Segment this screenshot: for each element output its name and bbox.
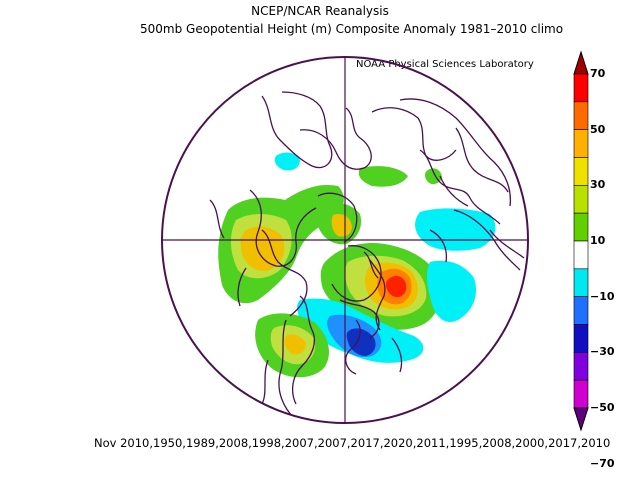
chart-subtitle: 500mb Geopotential Height (m) Composite … bbox=[140, 22, 564, 36]
colorbar-top-arrow bbox=[573, 50, 589, 75]
colorbar-tick-label: −70 bbox=[590, 456, 615, 470]
anomaly-field bbox=[209, 91, 525, 419]
colorbar-swatch bbox=[573, 212, 589, 242]
colorbar-swatch bbox=[573, 157, 589, 186]
colorbar-swatch bbox=[573, 268, 589, 297]
colorbar-tick-label: −30 bbox=[590, 345, 615, 359]
anomaly-darkblue-south bbox=[346, 328, 376, 356]
colorbar-swatch bbox=[573, 324, 589, 353]
colorbar-bottom-arrow bbox=[573, 407, 589, 432]
colorbar-tick-label: 10 bbox=[590, 234, 606, 247]
colorbar-tick-label: 70 bbox=[590, 67, 606, 80]
map-boundary bbox=[161, 56, 529, 424]
colorbar-tick-label: −10 bbox=[590, 289, 615, 303]
anomaly-cyan-europe bbox=[415, 208, 496, 251]
anomaly-gold-arctic bbox=[331, 214, 352, 237]
colorbar-swatch bbox=[573, 129, 589, 158]
coastlines bbox=[209, 91, 525, 419]
colorbar-tick-label: 30 bbox=[590, 178, 606, 192]
anomaly-green-arc-north bbox=[358, 166, 408, 187]
anomaly-red-east bbox=[386, 276, 407, 298]
colorbar-swatch bbox=[573, 352, 589, 381]
composite-years-footer: Nov 2010,1950,1989,2008,1998,2007,2007,2… bbox=[94, 436, 611, 450]
colorbar-tick-label: −50 bbox=[590, 401, 615, 414]
anomaly-gold-west bbox=[240, 226, 285, 272]
anomaly-cyan-north bbox=[274, 152, 300, 171]
chart-title: NCEP/NCAR Reanalysis bbox=[251, 4, 389, 18]
colorbar-swatch bbox=[573, 240, 589, 270]
colorbar-swatch bbox=[573, 101, 589, 130]
credit-label: NOAA Physical Sciences Laboratory bbox=[356, 59, 534, 70]
anomaly-cyan-east2 bbox=[426, 260, 477, 323]
colorbar-swatch bbox=[573, 185, 589, 214]
colorbar-swatch bbox=[573, 379, 589, 409]
colorbar bbox=[573, 50, 589, 432]
colorbar-tick-label: 50 bbox=[590, 122, 606, 136]
anomaly-gold-southwest bbox=[284, 334, 306, 355]
colorbar-swatch bbox=[573, 73, 589, 103]
colorbar-swatch bbox=[573, 296, 589, 325]
